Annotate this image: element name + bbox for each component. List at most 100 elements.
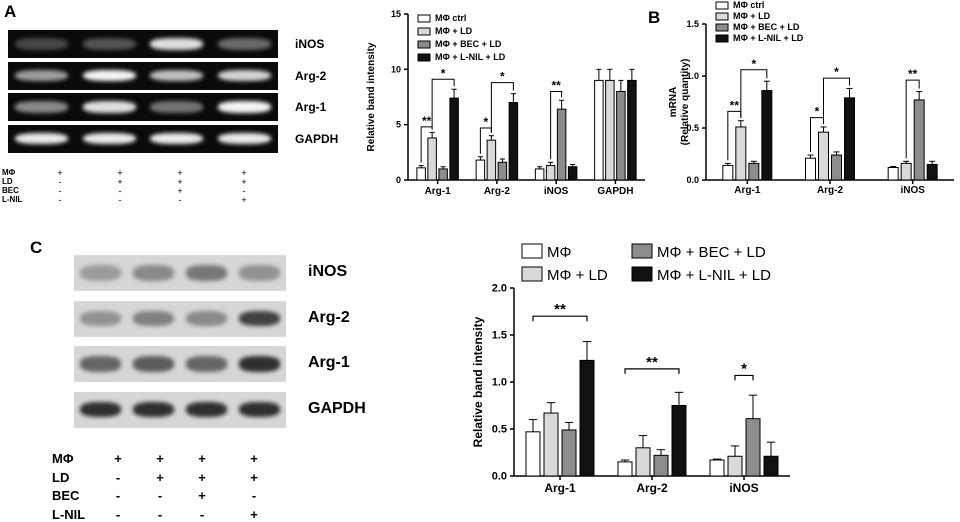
bar — [534, 168, 545, 181]
treatment-value: - — [118, 195, 122, 205]
legend-swatch — [715, 23, 729, 32]
blot-band — [150, 69, 204, 82]
blot-strip-inos — [74, 255, 286, 291]
y-tick-label: 1.0 — [686, 71, 699, 81]
y-tick-label: 0.5 — [686, 123, 699, 133]
bar — [653, 454, 669, 477]
bar — [818, 131, 829, 181]
y-tick-label: 2.0 — [492, 283, 507, 295]
blot-band — [79, 356, 122, 372]
blot-label: GAPDH — [308, 399, 366, 417]
y-tick-label: 0.5 — [492, 424, 507, 436]
blot-band — [150, 132, 204, 145]
treatment-value: - — [199, 506, 205, 522]
significance-bracket — [740, 69, 768, 118]
bar — [567, 166, 578, 181]
treatment-value: + — [198, 488, 206, 503]
blot-band — [79, 310, 122, 327]
legend-swatch — [715, 34, 729, 43]
blot-strip-gapdh — [8, 124, 278, 153]
significance-label: * — [751, 57, 756, 71]
legend-swatch — [417, 27, 431, 36]
legend-label: MΦ ctrl — [733, 0, 764, 10]
treatment-label: BEC — [2, 186, 19, 195]
bar — [543, 412, 559, 477]
legend-label: MΦ — [547, 244, 571, 261]
blot-label: Arg-2 — [308, 308, 350, 326]
x-tick-label: iNOS — [544, 186, 569, 197]
blot-label: iNOS — [308, 263, 348, 280]
blot-band — [185, 401, 228, 418]
blot-band — [238, 310, 281, 327]
treatment-label: LD — [2, 177, 13, 186]
bar — [525, 431, 541, 477]
bar — [545, 165, 556, 181]
bar — [735, 126, 747, 181]
y-axis-label: Relative band intensity — [366, 42, 377, 151]
bar — [508, 102, 519, 181]
treatment-value: + — [57, 168, 63, 178]
legend-label: MΦ + L-NIL + LD — [657, 267, 771, 284]
legend-swatch — [521, 266, 543, 282]
x-tick-label: Arg-1 — [425, 186, 452, 197]
significance-label: ** — [551, 78, 561, 92]
bar — [926, 163, 938, 181]
treatment-value: - — [157, 488, 163, 503]
significance-label: * — [441, 66, 446, 80]
bar — [416, 167, 426, 181]
treatment-value: + — [250, 451, 258, 466]
treatment-value: + — [117, 177, 123, 187]
treatment-value: - — [115, 488, 121, 503]
legend-label: MΦ + L-NIL + LD — [435, 52, 506, 62]
x-tick-label: Arg-2 — [636, 481, 668, 495]
bar — [438, 168, 448, 181]
legend-swatch — [631, 266, 653, 282]
treatment-value: + — [241, 177, 247, 187]
blot-label: iNOS — [295, 37, 325, 51]
blot-band — [132, 310, 175, 327]
y-tick-label: 1.5 — [686, 19, 699, 29]
x-tick-label: Arg-2 — [817, 185, 844, 196]
panel-label-a: A — [4, 2, 17, 21]
blot-band — [150, 101, 204, 113]
blot-strip-arg-2 — [74, 300, 286, 337]
y-tick-label: 5 — [396, 120, 401, 130]
legend-label: MΦ + LD — [733, 11, 771, 21]
treatment-label: L-NIL — [52, 506, 86, 522]
legend-label: MΦ ctrl — [435, 13, 466, 23]
significance-label: * — [500, 70, 505, 84]
legend-label: MΦ + LD — [547, 267, 608, 284]
significance-label: ** — [554, 301, 566, 318]
y-axis-label: mRNA — [668, 87, 679, 118]
legend-swatch — [715, 1, 729, 10]
treatment-value: + — [241, 168, 247, 178]
treatment-value: - — [58, 186, 62, 196]
blot-strip-arg-1 — [8, 93, 278, 121]
treatment-value: - — [118, 186, 122, 196]
treatment-value: + — [114, 451, 122, 466]
blot-band — [185, 356, 228, 372]
legend-swatch — [417, 53, 431, 62]
x-tick-label: GAPDH — [597, 186, 633, 197]
blot-band — [79, 401, 122, 418]
treatment-value: + — [198, 451, 206, 466]
treatment-value: + — [250, 506, 258, 522]
x-tick-label: iNOS — [729, 481, 758, 495]
blot-band — [217, 69, 271, 82]
x-tick-label: Arg-1 — [544, 481, 576, 495]
treatment-value: + — [250, 469, 258, 485]
bar — [486, 139, 497, 181]
blot-band — [132, 356, 175, 372]
blot-band — [217, 132, 271, 145]
blot-band — [82, 101, 136, 113]
blot-band — [15, 132, 69, 145]
blot-band — [15, 38, 69, 50]
treatment-value: - — [58, 195, 62, 205]
significance-bracket — [431, 78, 455, 130]
blot-band — [82, 69, 136, 82]
treatment-value: - — [242, 186, 246, 196]
treatment-value: + — [198, 469, 206, 485]
bar — [627, 79, 637, 181]
bar — [727, 455, 743, 477]
bar — [605, 79, 615, 181]
